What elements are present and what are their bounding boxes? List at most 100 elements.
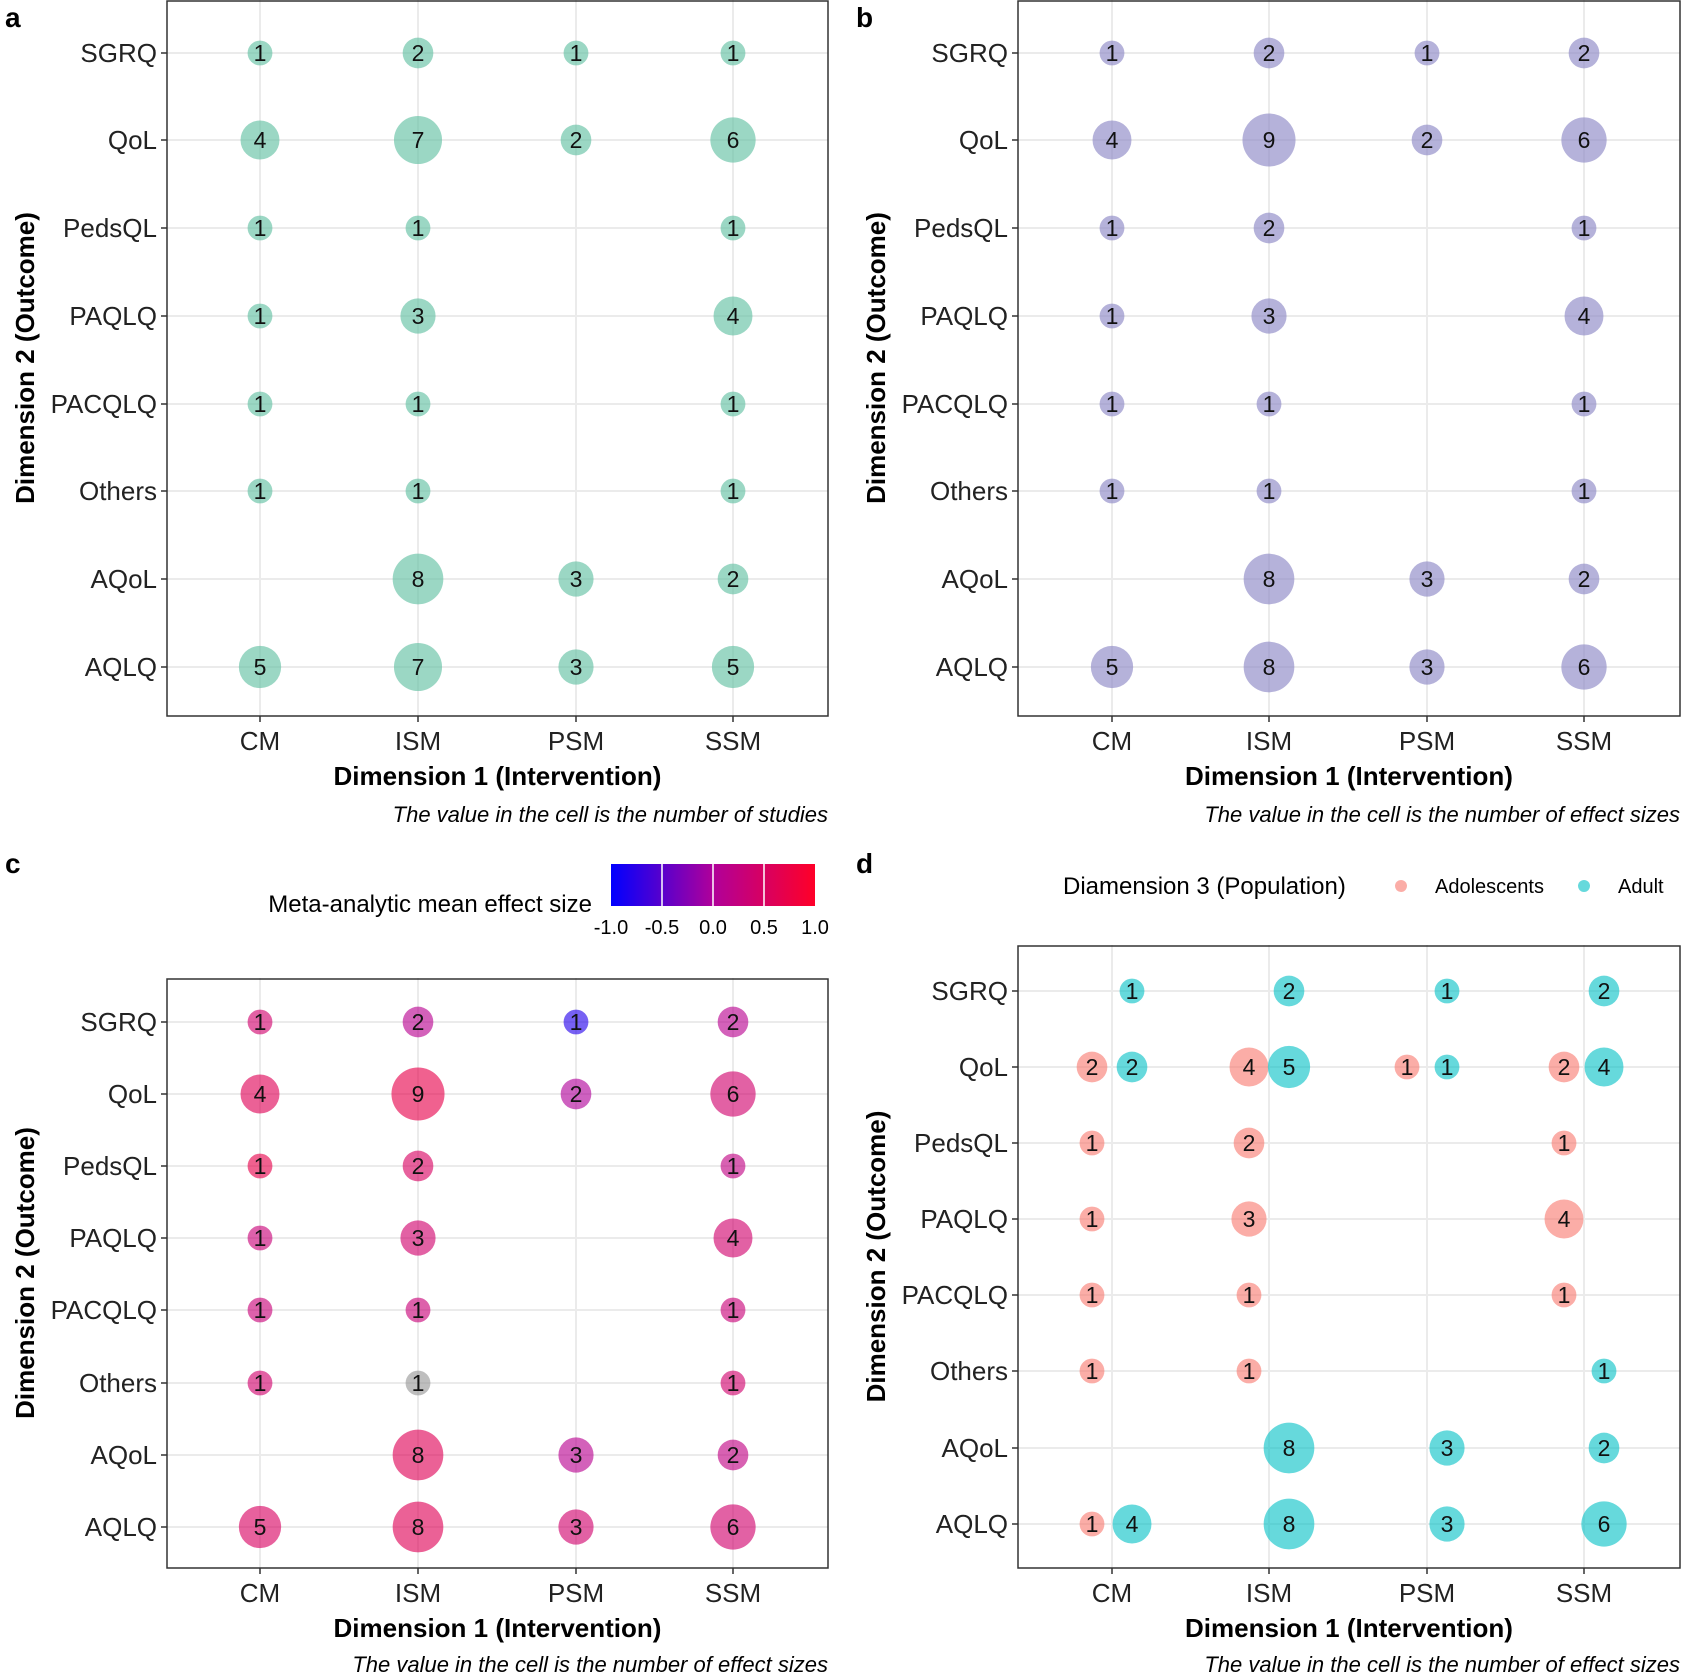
y-tick-label: AQLQ — [85, 1512, 157, 1542]
bubble — [1236, 1358, 1262, 1384]
y-tick-label: PACQLQ — [902, 389, 1008, 419]
y-tick-label: AQLQ — [936, 652, 1008, 682]
bubble — [1571, 391, 1597, 417]
bubble — [1548, 1051, 1580, 1083]
data-point: 6 — [1561, 644, 1607, 690]
bubble — [247, 1297, 273, 1323]
bubble — [1568, 37, 1600, 69]
bubble-label: 6 — [1578, 654, 1591, 680]
bubble-label: 3 — [1421, 566, 1434, 592]
bubble-label: 4 — [1106, 127, 1119, 153]
data-point: 1 — [247, 1009, 273, 1035]
data-point: 3 — [1251, 298, 1287, 334]
bubble-label: 1 — [254, 215, 267, 241]
bubble — [1429, 1506, 1465, 1542]
bubble-label: 1 — [1243, 1358, 1256, 1384]
bubble — [405, 1297, 431, 1323]
y-tick-label: PAQLQ — [69, 1223, 157, 1253]
bubble — [391, 1067, 445, 1121]
bubble-label: 5 — [1106, 654, 1119, 680]
bubble-label: 2 — [570, 127, 583, 153]
bubble — [720, 40, 746, 66]
bubble — [1231, 1201, 1267, 1237]
bubble — [720, 215, 746, 241]
bubble — [1079, 1511, 1105, 1537]
panel-letter: d — [856, 848, 873, 879]
bubble-label: 4 — [727, 1225, 740, 1251]
bubble-label: 2 — [1558, 1054, 1571, 1080]
bubble-label: 2 — [727, 566, 740, 592]
bubble-label: 3 — [570, 566, 583, 592]
bubble — [710, 1504, 756, 1550]
data-point: 1 — [247, 215, 273, 241]
y-tick-label: PedsQL — [63, 1151, 157, 1181]
bubble — [392, 1501, 444, 1553]
y-tick-label: PedsQL — [914, 1128, 1008, 1158]
bubble — [1256, 391, 1282, 417]
data-point: 1 — [1434, 978, 1460, 1004]
bubble-label: 2 — [412, 1009, 425, 1035]
y-tick-label: PACQLQ — [902, 1280, 1008, 1310]
plot-border — [1017, 0, 1681, 717]
data-point: 8 — [1243, 641, 1295, 693]
data-point: 2 — [402, 37, 434, 69]
data-point: 1 — [247, 1370, 273, 1396]
y-tick-label: AQLQ — [936, 1509, 1008, 1539]
bubble — [405, 478, 431, 504]
data-point: 1 — [1079, 1511, 1105, 1537]
bubble — [720, 478, 746, 504]
bubble — [1229, 1047, 1269, 1087]
data-point: 1 — [1079, 1282, 1105, 1308]
data-point: 6 — [710, 117, 756, 163]
bubble-label: 1 — [1106, 478, 1119, 504]
x-tick-label: ISM — [395, 726, 441, 756]
bubble — [720, 1370, 746, 1396]
data-point: 6 — [710, 1504, 756, 1550]
colorbar-tick-label: -1.0 — [594, 917, 628, 939]
data-point: 8 — [1243, 553, 1295, 605]
bubble — [1233, 1127, 1265, 1159]
caption: The value in the cell is the number of e… — [352, 1652, 828, 1674]
bubble-label: 1 — [412, 1297, 425, 1323]
bubble-label: 3 — [1263, 303, 1276, 329]
panel-b: b SGRQ QoL PedsQL PAQLQ PACQLQ Others AQoL AQLQ C… — [856, 0, 1681, 827]
x-tick-label: PSM — [548, 1578, 604, 1608]
bubble — [1099, 478, 1125, 504]
y-tick-label: PAQLQ — [69, 301, 157, 331]
x-tick-label: SSM — [1556, 726, 1612, 756]
bubble — [1429, 1430, 1465, 1466]
bubble — [247, 215, 273, 241]
bubble-label: 1 — [727, 1153, 740, 1179]
colorbar-tick-label: -0.5 — [645, 917, 679, 939]
bubble-label: 1 — [412, 215, 425, 241]
bubble — [1116, 1051, 1148, 1083]
x-axis-title: Dimension 1 (Intervention) — [1185, 1613, 1513, 1643]
data-point: 1 — [1414, 40, 1440, 66]
y-tick-label: SGRQ — [80, 38, 157, 68]
data-point: 3 — [400, 298, 436, 334]
bubble — [711, 645, 755, 689]
bubble — [1099, 40, 1125, 66]
bubble — [560, 1078, 592, 1110]
data-point: 1 — [1236, 1358, 1262, 1384]
data-point: 1 — [1099, 478, 1125, 504]
x-tick-label: CM — [1092, 1578, 1132, 1608]
y-axis-title: Dimension 2 (Outcome) — [10, 212, 40, 504]
y-tick-label: QoL — [959, 1052, 1008, 1082]
bubble — [1112, 1504, 1152, 1544]
panel-letter: a — [5, 2, 21, 33]
bubble-label: 2 — [1421, 127, 1434, 153]
data-point: 2 — [1253, 37, 1285, 69]
plot-border — [166, 0, 829, 717]
data-point: 1 — [1119, 978, 1145, 1004]
bubble — [1409, 649, 1445, 685]
bubble — [560, 124, 592, 156]
data-point: 1 — [405, 478, 431, 504]
bubble-label: 1 — [1106, 303, 1119, 329]
data-point: 8 — [392, 1429, 444, 1481]
bubble — [1079, 1358, 1105, 1384]
bubble — [240, 1074, 280, 1114]
data-point: 2 — [1253, 212, 1285, 244]
bubble-label: 5 — [254, 654, 267, 680]
y-tick-label: Others — [79, 476, 157, 506]
